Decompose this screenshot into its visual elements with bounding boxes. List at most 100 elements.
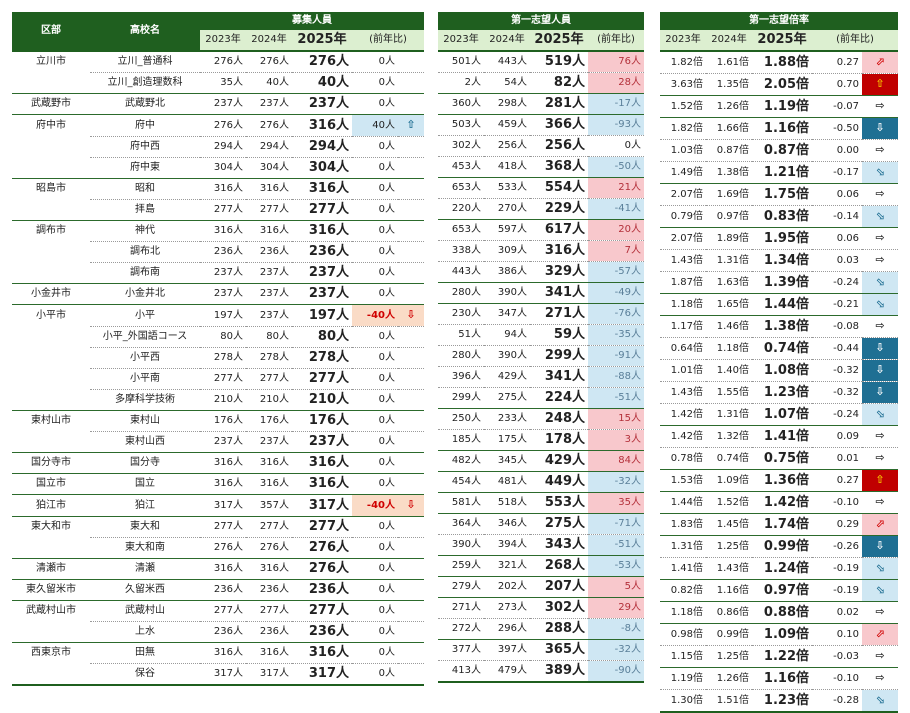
table-row: 立川_創造理数科 35人 40人 40人 0人: [12, 72, 424, 94]
applicants-2024-cell: 459人: [484, 114, 530, 136]
recruit-2023-cell: 276人: [200, 50, 246, 73]
recruit-2025-cell: 237人: [292, 93, 352, 115]
up-arrow-icon: ⇧: [875, 473, 885, 486]
ratio-2025-cell: 1.88倍: [752, 50, 812, 74]
table-row: 1.15倍 1.25倍 1.22倍 -0.03 ⇨: [660, 645, 898, 668]
year-2023-header: 2023年: [200, 30, 246, 52]
table-row: 1.01倍 1.40倍 1.08倍 -0.32 ⇩: [660, 359, 898, 382]
recruit-2025-cell: 304人: [292, 157, 352, 179]
table-row: 府中東 304人 304人 304人 0人: [12, 157, 424, 179]
recruit-2025-cell: 316人: [292, 114, 352, 137]
table-row: 小平_外国語コース 80人 80人 80人 0人: [12, 326, 424, 348]
yoy-header: (前年比): [812, 30, 898, 52]
ratio-yoy-cell: -0.50: [812, 117, 862, 140]
table-row: 443人 386人 329人 -57人: [438, 261, 644, 283]
up-right-arrow-icon: ⬀: [875, 627, 885, 640]
ratio-trend-icon-cell: ⬀: [862, 623, 898, 646]
ratio-2023-cell: 1.17倍: [660, 315, 706, 338]
recruit-yoy-icon-cell: [398, 431, 424, 453]
table-row: 1.53倍 1.09倍 1.36倍 0.27 ⇧: [660, 469, 898, 492]
district-cell: 武蔵村山市: [12, 600, 90, 622]
recruit-2024-cell: 237人: [246, 304, 292, 327]
right-arrow-icon: ⇨: [875, 187, 885, 200]
applicants-yoy-cell: -50人: [588, 156, 644, 178]
recruit-2025-cell: 277人: [292, 516, 352, 538]
recruit-2024-cell: 294人: [246, 136, 292, 158]
recruit-yoy-icon-cell: [398, 136, 424, 158]
ratio-2023-cell: 3.63倍: [660, 73, 706, 96]
recruit-yoy-cell: -40人: [352, 304, 398, 327]
recruit-2023-cell: 316人: [200, 178, 246, 200]
recruit-yoy-icon-cell: [398, 199, 424, 221]
recruit-2023-cell: 277人: [200, 516, 246, 538]
ratio-trend-icon-cell: ⇨: [862, 491, 898, 514]
table-row: 1.83倍 1.45倍 1.74倍 0.29 ⬀: [660, 513, 898, 536]
applicants-2025-cell: 256人: [530, 135, 588, 157]
recruit-yoy-cell: -40人: [352, 494, 398, 517]
table-row: 377人 397人 365人 -32人: [438, 639, 644, 661]
recruit-2024-cell: 316人: [246, 642, 292, 664]
down-right-arrow-icon: ⬂: [875, 209, 885, 222]
ratio-2023-cell: 0.64倍: [660, 337, 706, 360]
school-name-cell: 東大和: [90, 516, 200, 538]
ratio-yoy-cell: -0.32: [812, 381, 862, 404]
recruit-2025-cell: 317人: [292, 663, 352, 686]
applicants-2024-cell: 309人: [484, 240, 530, 262]
applicants-2023-cell: 364人: [438, 513, 484, 535]
ratio-2024-cell: 1.26倍: [706, 667, 752, 690]
applicants-2023-cell: 185人: [438, 429, 484, 451]
recruit-2023-cell: 277人: [200, 199, 246, 221]
applicants-yoy-cell: 15人: [588, 408, 644, 430]
applicants-2024-cell: 479人: [484, 660, 530, 683]
table-row: 東大和南 276人 276人 276人 0人: [12, 537, 424, 559]
ratio-2025-cell: 0.88倍: [752, 601, 812, 624]
ratio-yoy-cell: -0.24: [812, 271, 862, 294]
ratio-2024-cell: 1.31倍: [706, 249, 752, 272]
recruit-2024-cell: 277人: [246, 600, 292, 622]
recruit-yoy-icon-cell: ⇩: [398, 304, 424, 327]
ratio-trend-icon-cell: ⇧: [862, 73, 898, 96]
applicants-2024-cell: 275人: [484, 387, 530, 409]
ratio-2025-cell: 1.36倍: [752, 469, 812, 492]
school-name-cell: 小平: [90, 304, 200, 327]
table-row: 1.42倍 1.31倍 1.07倍 -0.24 ⬂: [660, 403, 898, 426]
applicants-yoy-cell: -53人: [588, 555, 644, 577]
recruit-2025-cell: 317人: [292, 494, 352, 517]
recruit-yoy-icon-cell: [398, 558, 424, 580]
ratio-trend-icon-cell: ⬂: [862, 205, 898, 228]
recruit-2024-cell: 316人: [246, 558, 292, 580]
table-row: 0.79倍 0.97倍 0.83倍 -0.14 ⬂: [660, 205, 898, 228]
applicants-2023-cell: 302人: [438, 135, 484, 157]
applicants-2025-cell: 229人: [530, 198, 588, 220]
ratio-yoy-cell: -0.17: [812, 161, 862, 184]
school-name-cell: 調布南: [90, 262, 200, 284]
ratio-yoy-cell: -0.19: [812, 579, 862, 602]
ratio-yoy-cell: -0.21: [812, 293, 862, 316]
recruit-yoy-cell: 0人: [352, 368, 398, 390]
ratio-2023-cell: 1.52倍: [660, 95, 706, 118]
ratio-2023-cell: 1.01倍: [660, 359, 706, 382]
applicants-2025-cell: 553人: [530, 492, 588, 514]
recruit-2024-cell: 277人: [246, 368, 292, 390]
ratio-2024-cell: 0.74倍: [706, 447, 752, 470]
applicants-2023-cell: 653人: [438, 219, 484, 241]
school-name-cell: 立川_普通科: [90, 50, 200, 73]
recruit-2024-cell: 277人: [246, 199, 292, 221]
table-row: 299人 275人 224人 -51人: [438, 387, 644, 409]
recruit-2023-cell: 317人: [200, 494, 246, 517]
applicants-table: 第一志望人員 2023年 2024年 2025年 (前年比) 501人 443人 5…: [438, 12, 644, 683]
district-cell: 武蔵野市: [12, 93, 90, 115]
recruit-yoy-icon-cell: [398, 473, 424, 495]
recruit-2024-cell: 210人: [246, 389, 292, 411]
applicants-yoy-cell: 76人: [588, 50, 644, 73]
applicants-2025-cell: 341人: [530, 282, 588, 304]
school-name-cell: 東大和南: [90, 537, 200, 559]
applicants-2024-cell: 273人: [484, 597, 530, 619]
ratio-2025-cell: 1.95倍: [752, 227, 812, 250]
table-row: 1.87倍 1.63倍 1.39倍 -0.24 ⬂: [660, 271, 898, 294]
applicants-yoy-cell: -8人: [588, 618, 644, 640]
table-row: 昭島市 昭和 316人 316人 316人 0人: [12, 178, 424, 200]
recruit-2024-cell: 80人: [246, 326, 292, 348]
recruit-yoy-cell: 0人: [352, 663, 398, 686]
applicants-yoy-cell: -41人: [588, 198, 644, 220]
